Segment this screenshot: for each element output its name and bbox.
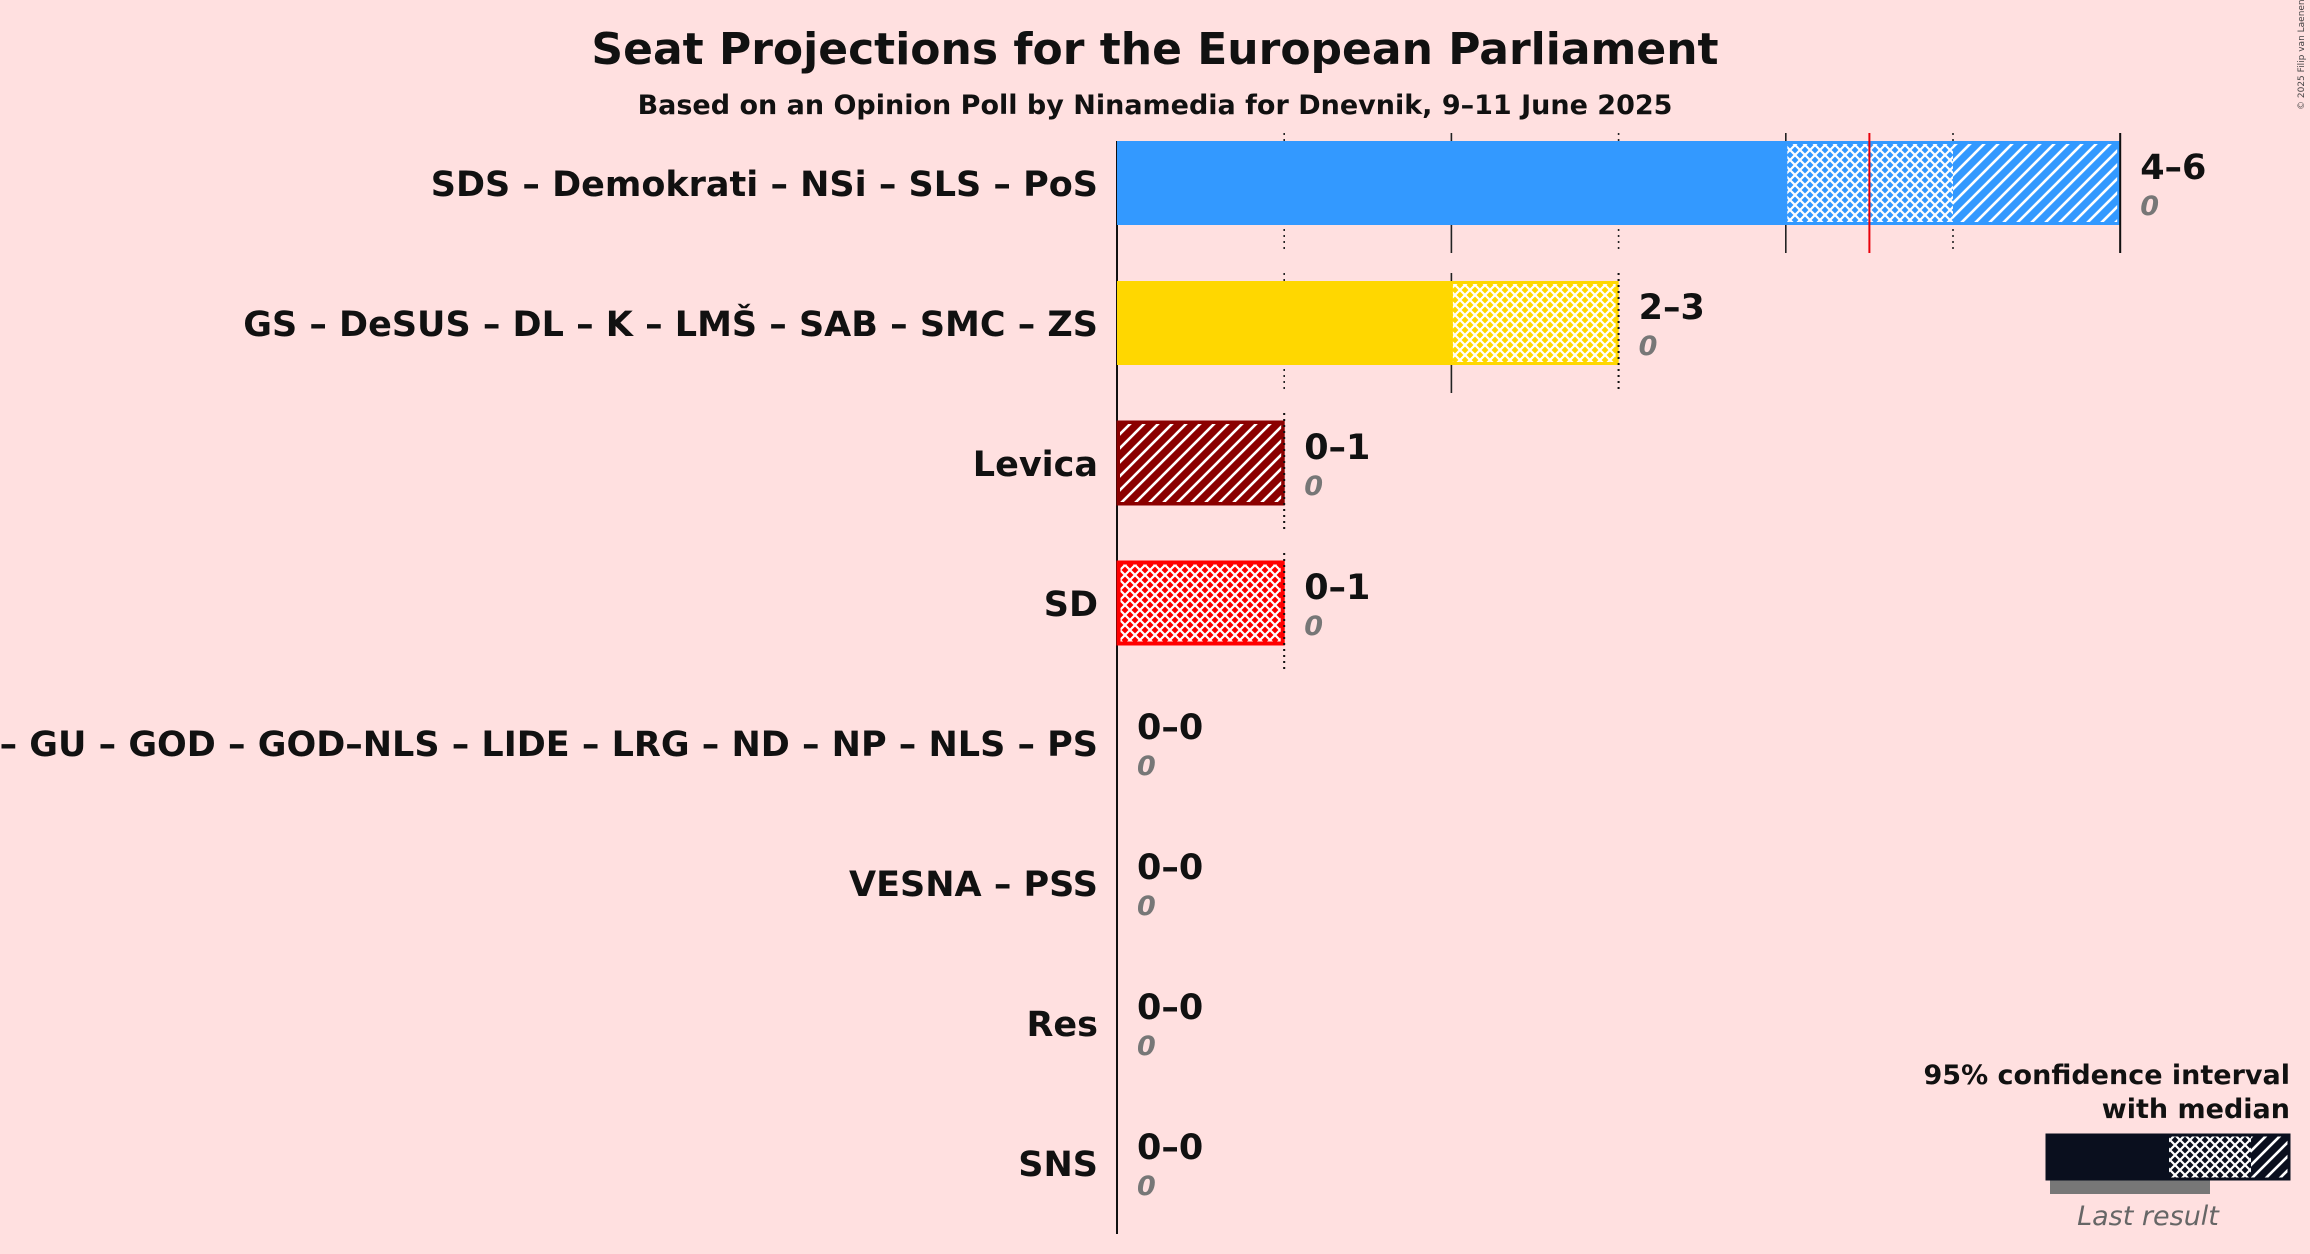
party-label: VESNA – PSS [849, 865, 1098, 905]
last-result-label: 0 [1304, 611, 1323, 642]
range-label: 0–1 [1304, 568, 1370, 608]
bar-outline [1116, 420, 1285, 506]
chart-title: Seat Projections for the European Parlia… [591, 24, 1718, 75]
bar-diagonal-pattern [1120, 424, 1282, 502]
party-label: GS – DeSUS – DL – K – LMŠ – SAB – SMC – … [243, 303, 1098, 345]
bar-crosshatch-pattern [1117, 561, 1285, 645]
legend-solid-segment [2047, 1135, 2169, 1179]
legend: 95% confidence interval with median Last… [1924, 1060, 2291, 1232]
range-label: 4–6 [2140, 148, 2206, 188]
last-result-label: 0 [1304, 471, 1323, 502]
legend-outline [2045, 1133, 2291, 1181]
bar-solid [1117, 281, 1452, 365]
bars [1116, 133, 2122, 673]
bar-crosshatch-pattern [1451, 281, 1619, 365]
party-label: Levica [973, 445, 1098, 485]
copyright-text: © 2025 Filip van Laenen [2297, 0, 2307, 110]
range-label: 2–3 [1639, 288, 1705, 328]
range-label: 0–0 [1137, 988, 1203, 1028]
last-result-label: 0 [2140, 191, 2159, 222]
party-label: Res [1026, 1005, 1098, 1045]
legend-line2: with median [2102, 1094, 2290, 1125]
chart-subtitle: Based on an Opinion Poll by Ninamedia fo… [638, 90, 1673, 121]
legend-last-result-label: Last result [2077, 1201, 2220, 1232]
bar-solid [1117, 141, 1786, 225]
party-label: SNS [1018, 1145, 1098, 1185]
legend-line1: 95% confidence interval [1924, 1060, 2290, 1091]
last-result-label: 0 [1639, 331, 1658, 362]
bar-outline [1449, 281, 1619, 365]
last-result-label: 0 [1137, 751, 1156, 782]
labels: SDS – Demokrati – NSi – SLS – PoS 4–60GS … [0, 148, 2206, 1202]
range-label: 0–1 [1304, 428, 1370, 468]
range-label: 0–0 [1137, 708, 1203, 748]
bar-outline [1784, 141, 2121, 225]
party-label: DD – GU – GOD – GOD–NLS – LIDE – LRG – N… [0, 725, 1098, 765]
last-result-label: 0 [1137, 891, 1156, 922]
party-label: SDS – Demokrati – NSi – SLS – PoS [431, 165, 1098, 205]
last-result-label: 0 [1137, 1031, 1156, 1062]
bar-outline [1116, 560, 1285, 646]
party-label: SD [1044, 585, 1098, 625]
range-label: 0–0 [1137, 1128, 1203, 1168]
range-label: 0–0 [1137, 848, 1203, 888]
bar-diagonal-pattern [1953, 141, 2121, 225]
last-result-label: 0 [1137, 1171, 1156, 1202]
